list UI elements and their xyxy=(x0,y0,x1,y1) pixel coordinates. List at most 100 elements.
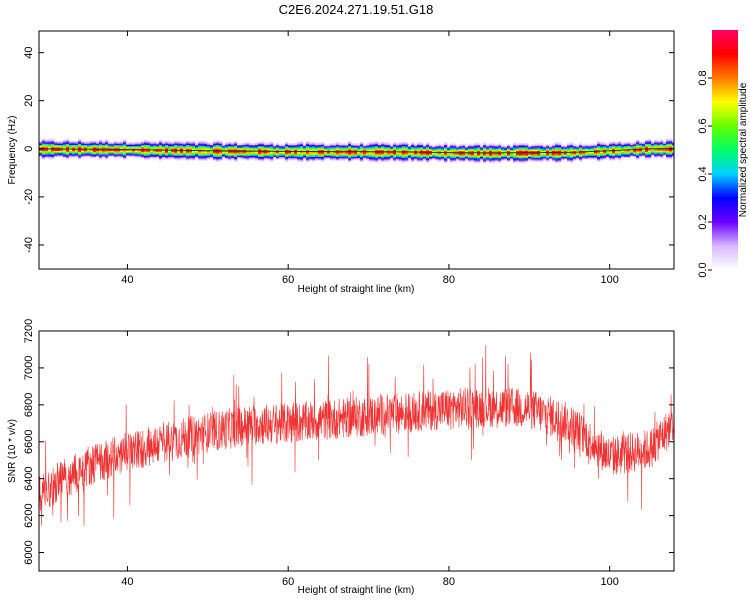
spectrogram-cell xyxy=(174,151,178,154)
spectrogram-cell xyxy=(468,150,472,153)
spectrogram-cell xyxy=(210,154,214,156)
spectrogram-cell xyxy=(81,146,85,149)
spectrogram-cell xyxy=(246,146,250,149)
spectrogram-cell xyxy=(444,156,448,159)
spectrogram-cell xyxy=(279,153,283,155)
spectrogram-cell xyxy=(570,150,574,153)
spectrogram-cell xyxy=(546,157,550,160)
spectrogram-cell xyxy=(492,146,496,149)
spectrogram-cell xyxy=(147,151,151,154)
spectrogram-cell xyxy=(120,140,124,143)
spectrogram-cell xyxy=(135,148,139,150)
spectrogram-cell xyxy=(435,156,439,159)
spectrogram-cell xyxy=(111,145,115,148)
spectrogram-cell xyxy=(561,155,565,158)
spectrogram-cell xyxy=(399,159,403,161)
spectrogram-cell xyxy=(390,148,394,150)
spectrogram-cell xyxy=(51,150,55,153)
spectrogram-cell xyxy=(537,146,541,149)
spectrogram-cell xyxy=(432,155,436,158)
spectrogram-cell xyxy=(279,146,283,149)
spectrogram-cell xyxy=(177,153,181,155)
spectrogram-cell xyxy=(51,154,55,156)
spectrogram-cell xyxy=(603,155,607,158)
spectrogram-cell xyxy=(420,154,424,156)
spectrogram-cell xyxy=(642,154,646,156)
spectrogram-cell xyxy=(303,144,307,147)
spectrogram-cell xyxy=(486,154,490,156)
spectrogram-cell xyxy=(627,145,631,148)
spectrogram-cell xyxy=(174,144,178,147)
spectrogram-cell xyxy=(150,153,154,155)
spectrogram-cell xyxy=(48,144,52,147)
spectrogram-cell xyxy=(231,153,235,155)
spectrogram-cell xyxy=(408,146,412,149)
spectrogram-cell xyxy=(507,155,511,158)
spectrogram-cell xyxy=(630,146,634,149)
spectrogram-cell xyxy=(141,153,145,155)
spectrogram-cell xyxy=(648,140,652,143)
spectrogram-cell xyxy=(438,156,442,159)
spectrogram-cell xyxy=(159,140,163,143)
spectrogram-cell xyxy=(438,143,442,145)
spectrogram-cell xyxy=(390,151,394,154)
spectrogram-cell xyxy=(516,149,520,152)
spectrogram-cell xyxy=(642,153,646,155)
spectrogram-cell xyxy=(156,154,160,156)
spectrogram-cell xyxy=(165,155,169,158)
spectrogram-cell xyxy=(213,146,217,149)
spectrogram-cell xyxy=(561,149,565,152)
spectrogram-cell xyxy=(582,148,586,150)
spectrogram-cell xyxy=(564,154,568,156)
spectrogram-cell xyxy=(375,144,379,147)
spectrogram-cell xyxy=(234,145,238,148)
spectrogram-cell xyxy=(57,144,61,147)
spectrogram-cell xyxy=(69,156,73,159)
spectrogram-cell xyxy=(345,149,349,152)
spectrogram-cell xyxy=(216,143,220,145)
spectrogram-cell xyxy=(327,144,331,147)
spectrogram-cell xyxy=(525,145,529,148)
spectrogram-cell xyxy=(534,157,538,160)
spectrogram-cell xyxy=(531,154,535,156)
spectrogram-cell xyxy=(381,146,385,149)
spectrogram-cell xyxy=(249,155,253,158)
spectrogram-cell xyxy=(207,145,211,148)
spectrogram-cell xyxy=(384,142,388,144)
spectrogram-cell xyxy=(114,143,118,145)
spectrogram-cell xyxy=(501,159,505,161)
spectrogram-cell xyxy=(366,148,370,150)
spectrogram-cell xyxy=(315,155,319,158)
spectrogram-cell xyxy=(267,145,271,148)
spectrogram-cell xyxy=(192,156,196,159)
spectrogram-cell xyxy=(324,146,328,149)
spectrogram-cell xyxy=(333,155,337,158)
spectrogram-cell xyxy=(240,146,244,149)
spectrogram-cell xyxy=(210,157,214,160)
spectrogram-cell xyxy=(591,155,595,158)
spectrogram-cell xyxy=(471,145,475,148)
spectrogram-cell xyxy=(663,143,667,145)
spectrogram-cell xyxy=(288,154,292,156)
spectrogram-cell xyxy=(258,159,262,161)
spectrogram-cell xyxy=(144,155,148,158)
spectrogram-cell xyxy=(147,144,151,147)
spectrogram-cell xyxy=(294,145,298,148)
spectrogram-cell xyxy=(558,160,562,162)
spectrogram-cell xyxy=(348,144,352,147)
spectrogram-cell xyxy=(120,150,124,153)
spectrogram-cell xyxy=(636,140,640,143)
spectrogram-cell xyxy=(342,151,346,154)
spectrogram-cell xyxy=(240,157,244,160)
spectrogram-cell xyxy=(93,156,97,159)
spectrogram-cell xyxy=(288,144,292,147)
spectrogram-cell xyxy=(585,148,589,150)
spectrogram-cell xyxy=(168,145,172,148)
spectrogram-cell xyxy=(648,144,652,147)
spectrogram-cell xyxy=(483,156,487,159)
spectrogram-cell xyxy=(150,154,154,156)
spectrogram-cell xyxy=(615,143,619,145)
spectrogram-cell xyxy=(372,149,376,152)
spectrogram-cell xyxy=(102,155,106,158)
spectrogram-cell xyxy=(474,157,478,160)
